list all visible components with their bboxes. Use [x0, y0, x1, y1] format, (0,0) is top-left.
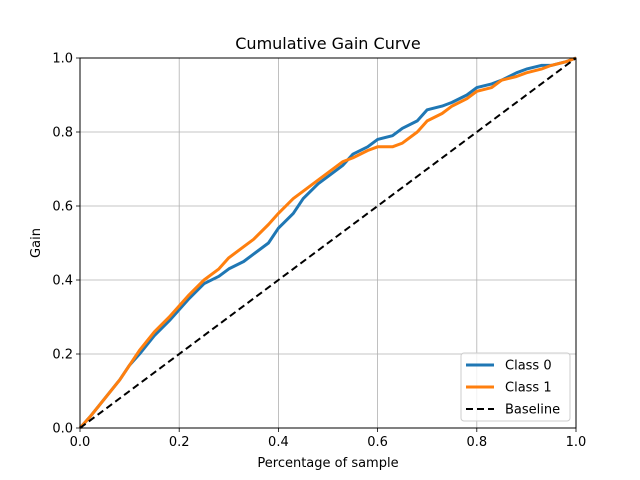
x-tick-label: 0.8: [466, 435, 487, 450]
y-tick-label: 0.8: [52, 126, 73, 141]
y-tick-label: 0.0: [52, 422, 73, 437]
y-tick-label: 0.6: [52, 200, 73, 215]
x-tick-label: 0.4: [268, 435, 289, 450]
series-line-baseline: [79, 57, 577, 429]
y-tick-label: 1.0: [52, 52, 73, 67]
x-tick-label: 0.6: [367, 435, 388, 450]
legend: Class 0 Class 1 Baseline: [460, 352, 571, 422]
series-line-class-0: [78, 56, 577, 429]
y-tick-label: 0.2: [52, 348, 73, 363]
x-axis-label: Percentage of sample: [257, 456, 398, 471]
legend-label-class-1: Class 1: [505, 381, 552, 396]
legend-box: [460, 352, 571, 422]
axis-ticks: 0.0 0.2 0.4 0.6 0.8 1.0 0.0 0.2 0.4 0.6 0.8 1.0: [52, 52, 586, 451]
y-tick-label: 0.4: [52, 274, 73, 289]
legend-label-baseline: Baseline: [505, 403, 560, 418]
plot-frame: [79, 57, 577, 429]
x-tick-label: 1.0: [566, 435, 587, 450]
series-line-class-1: [78, 56, 577, 429]
x-tick-label: 0.0: [70, 435, 91, 450]
legend-label-class-0: Class 0: [505, 359, 552, 374]
plot-lines: [78, 56, 577, 429]
chart-title: Cumulative Gain Curve: [235, 34, 420, 53]
y-axis-label: Gain: [29, 228, 44, 258]
grid-lines: [79, 57, 577, 429]
x-tick-label: 0.2: [169, 435, 190, 450]
